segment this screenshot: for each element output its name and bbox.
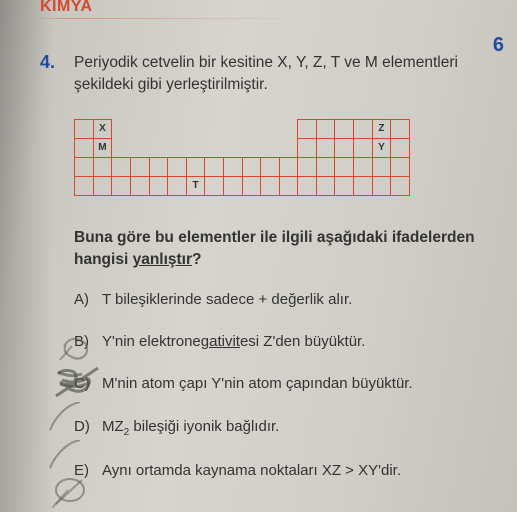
option-text: M'nin atom çapı Y'nin atom çapından büyü… xyxy=(102,375,413,392)
option-letter: C) xyxy=(74,374,90,394)
page-margin-number: 6 xyxy=(493,34,504,57)
option-d: D) MZ2 bileşiği iyonik bağlıdır. xyxy=(74,417,504,440)
element-label-z: Z xyxy=(373,120,391,138)
periodic-table-diagram: X Z M Y T xyxy=(74,119,410,199)
option-text-underlined: gativit xyxy=(201,333,240,350)
followup-question: Buna göre bu elementler ile ilgili aşağı… xyxy=(74,227,494,272)
option-text: Aynı ortamda kaynama noktaları XZ > XY'd… xyxy=(102,462,401,479)
option-letter: D) xyxy=(74,417,90,437)
element-label-x: X xyxy=(94,120,112,138)
element-label-t: T xyxy=(187,177,205,195)
option-text: T bileşiklerinde sadece + değerlik alır. xyxy=(102,291,352,308)
heading-underline xyxy=(30,18,490,19)
option-text-after: bileşiği iyonik bağlıdır. xyxy=(129,418,279,435)
option-letter: B) xyxy=(74,332,89,352)
option-a: A) T bileşiklerinde sadece + değerlik al… xyxy=(74,290,504,310)
followup-underlined: yanlıştır xyxy=(133,251,192,268)
option-letter: A) xyxy=(74,290,89,310)
question-block: 4. Periyodik cetvelin bir kesitine X, Y,… xyxy=(40,52,500,97)
question-number: 4. xyxy=(40,52,74,97)
element-label-y: Y xyxy=(373,139,391,157)
element-label-m: M xyxy=(94,139,112,157)
option-text-before: MZ xyxy=(102,418,124,435)
options-list: A) T bileşiklerinde sadece + değerlik al… xyxy=(74,290,504,482)
option-e: E) Aynı ortamda kaynama noktaları XZ > X… xyxy=(74,461,504,481)
option-b: B) Y'nin elektronegativitesi Z'den büyük… xyxy=(74,332,504,352)
followup-after: ? xyxy=(192,251,201,268)
question-text: Periyodik cetvelin bir kesitine X, Y, Z,… xyxy=(74,52,500,97)
option-letter: E) xyxy=(74,461,89,481)
subject-heading: KİMYA xyxy=(40,0,500,16)
option-text-before: Y'nin elektrone xyxy=(102,333,201,350)
option-c: C) M'nin atom çapı Y'nin atom çapından b… xyxy=(74,374,504,394)
option-text-after: esi Z'den büyüktür. xyxy=(240,333,365,350)
